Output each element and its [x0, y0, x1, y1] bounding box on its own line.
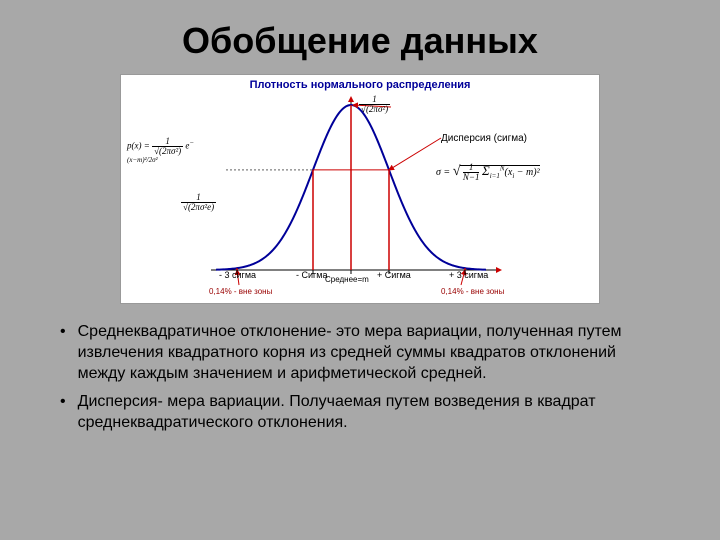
outside-left: 0,14% - вне зоны	[209, 287, 272, 296]
normal-distribution-chart: Плотность нормального распределения p(x)…	[120, 74, 600, 304]
xaxis-mean: Среднее=m	[325, 275, 369, 284]
list-item: • Дисперсия- мера вариации. Получаемая п…	[60, 392, 660, 434]
bullet-text: Среднеквадратичное отклонение- это мера …	[78, 322, 660, 384]
bullet-text: Дисперсия- мера вариации. Получаемая пут…	[78, 392, 660, 434]
xaxis-plus1: + Сигма	[377, 270, 411, 280]
outside-right: 0,14% - вне зоны	[441, 287, 504, 296]
peak-value-label: 1 √(2πσ²)	[359, 95, 390, 114]
bullet-list: • Среднеквадратичное отклонение- это мер…	[40, 322, 680, 434]
list-item: • Среднеквадратичное отклонение- это мер…	[60, 322, 660, 384]
xaxis-plus3: + 3 сигма	[449, 270, 488, 280]
inflection-value-label: 1 √(2πσ²e)	[181, 193, 216, 212]
dispersion-label: Дисперсия (сигма)	[441, 133, 527, 144]
bullet-icon: •	[60, 392, 66, 434]
page-title: Обобщение данных	[40, 20, 680, 62]
xaxis-minus1: - Сигма	[296, 270, 328, 280]
bullet-icon: •	[60, 322, 66, 384]
xaxis-minus3: - 3 сигма	[219, 270, 256, 280]
sigma-formula: σ = √ 1 N−1 Σi=1N(xi − m)²	[436, 163, 596, 182]
density-formula: p(x) = 1 √(2πσ²) e−(x−m)²/2σ²	[127, 137, 217, 168]
slide: Обобщение данных Плотность нормального р…	[0, 0, 720, 540]
